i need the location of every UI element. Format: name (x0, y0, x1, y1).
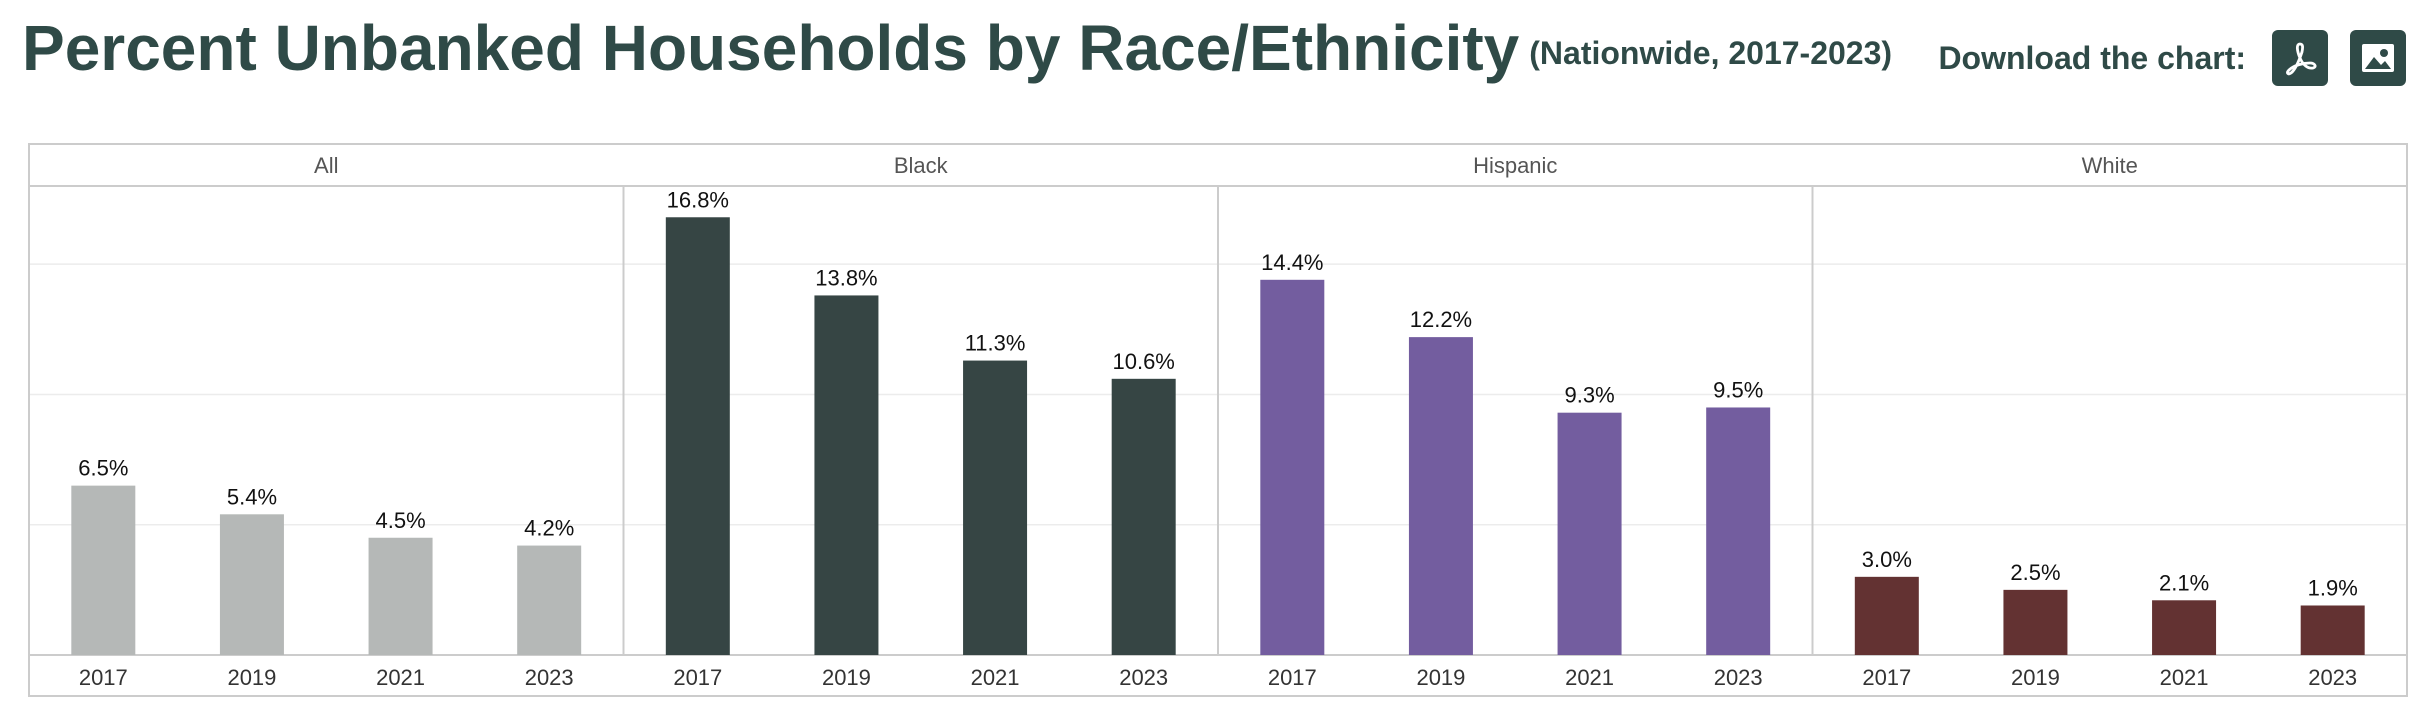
data-label: 4.2% (524, 516, 574, 541)
data-label: 9.5% (1713, 377, 1763, 402)
pdf-icon (2286, 42, 2317, 76)
data-label: 2.1% (2159, 570, 2209, 595)
x-tick-label: 2021 (1565, 665, 1614, 690)
facet-label: Hispanic (1473, 153, 1557, 178)
bar (1408, 337, 1473, 655)
chart-subtitle: (Nationwide, 2017-2023) (1529, 35, 1893, 71)
x-tick-label: 2021 (971, 665, 1020, 690)
facet-label: All (314, 153, 338, 178)
data-label: 3.0% (1862, 547, 1912, 572)
bar (219, 514, 284, 655)
data-label: 14.4% (1261, 250, 1323, 275)
bar (963, 360, 1028, 655)
bar (517, 545, 582, 655)
facet-label: Black (894, 153, 949, 178)
x-tick-label: 2017 (79, 665, 128, 690)
download-bar: Download the chart: (1938, 30, 2406, 86)
bar (665, 217, 730, 655)
data-label: 11.3% (965, 331, 1026, 356)
x-tick-label: 2023 (2308, 665, 2357, 690)
facet-label: White (2082, 153, 2138, 178)
bar (2003, 589, 2068, 655)
x-tick-label: 2019 (2011, 665, 2060, 690)
data-label: 12.2% (1410, 307, 1472, 332)
data-label: 4.5% (375, 508, 425, 533)
download-pdf-button[interactable] (2272, 30, 2328, 86)
x-tick-label: 2017 (1862, 665, 1911, 690)
x-tick-label: 2021 (376, 665, 425, 690)
bar (2300, 605, 2365, 655)
data-label: 16.8% (667, 187, 729, 212)
x-tick-label: 2019 (227, 665, 276, 690)
x-tick-label: 2023 (525, 665, 574, 690)
x-tick-label: 2023 (1119, 665, 1168, 690)
bar (1557, 412, 1622, 655)
bar (1854, 576, 1919, 655)
chart-frame (28, 143, 2408, 697)
bar (2152, 600, 2217, 655)
data-label: 5.4% (227, 484, 277, 509)
download-image-button[interactable] (2350, 30, 2406, 86)
download-label: Download the chart: (1938, 39, 2246, 76)
x-tick-label: 2023 (1714, 665, 1763, 690)
data-label: 13.8% (815, 265, 877, 290)
data-label: 2.5% (2010, 560, 2060, 585)
bar (71, 485, 136, 655)
data-label: 6.5% (78, 456, 128, 481)
data-label: 10.6% (1112, 349, 1174, 374)
bar (1260, 279, 1325, 655)
page-title: Percent Unbanked Households by Race/Ethn… (22, 8, 1892, 99)
bar (814, 295, 879, 655)
x-tick-label: 2019 (1416, 665, 1465, 690)
bar (1706, 407, 1771, 655)
data-label: 9.3% (1564, 383, 1614, 408)
bar (368, 537, 433, 655)
x-tick-label: 2017 (673, 665, 722, 690)
x-tick-label: 2019 (822, 665, 871, 690)
chart-header: Percent Unbanked Households by Race/Ethn… (0, 0, 2436, 130)
x-tick-label: 2021 (2160, 665, 2209, 690)
bar (1111, 378, 1176, 655)
data-label: 1.9% (2308, 575, 2358, 600)
image-icon (2362, 44, 2394, 72)
x-tick-label: 2017 (1268, 665, 1317, 690)
chart-title: Percent Unbanked Households by Race/Ethn… (22, 12, 1520, 84)
